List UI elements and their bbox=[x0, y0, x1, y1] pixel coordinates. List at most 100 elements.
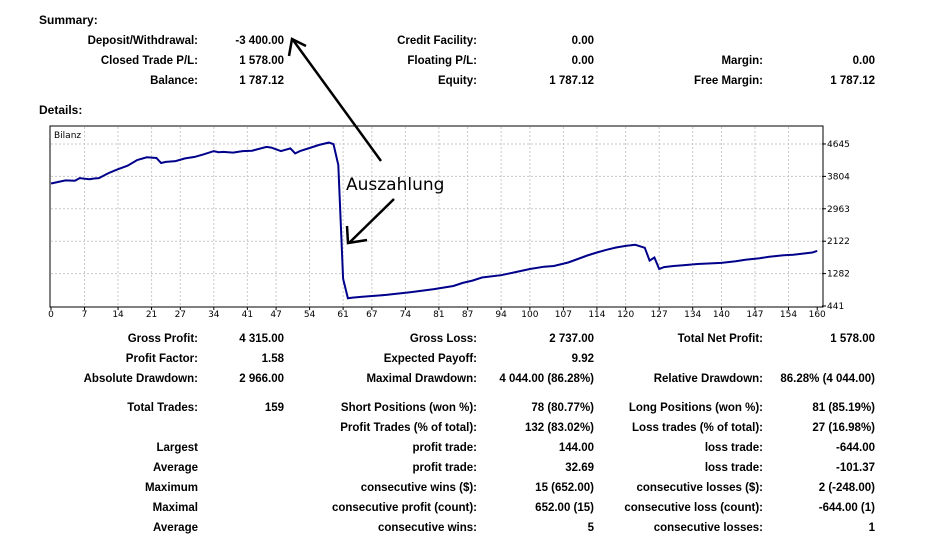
x-tick-label: 27 bbox=[175, 310, 186, 320]
y-tick-label: 2963 bbox=[827, 205, 850, 215]
x-tick-label: 134 bbox=[684, 310, 701, 320]
x-tick-label: 47 bbox=[270, 310, 281, 320]
x-tick-label: 140 bbox=[713, 310, 730, 320]
total-trades-value: 159 bbox=[264, 402, 284, 414]
balance-value: 1 787.12 bbox=[239, 75, 284, 87]
avg-cons-losses-label: consecutive losses: bbox=[653, 522, 763, 534]
closed-pl-value: 1 578.00 bbox=[239, 55, 284, 67]
short-positions-label: Short Positions (won %): bbox=[340, 402, 477, 414]
x-tick-label: 154 bbox=[780, 310, 797, 320]
y-tick-label: 1282 bbox=[827, 270, 850, 280]
gross-profit-label: Gross Profit: bbox=[127, 333, 198, 345]
y-tick-label: 4645 bbox=[827, 140, 850, 150]
average-loss-label: loss trade: bbox=[704, 462, 763, 474]
arrow-up-icon bbox=[287, 37, 383, 162]
profit-factor-label: Profit Factor: bbox=[125, 353, 198, 365]
average-profit-label: profit trade: bbox=[412, 462, 477, 474]
x-tick-label: 81 bbox=[433, 310, 444, 320]
profit-trades-label: Profit Trades (% of total): bbox=[340, 422, 477, 434]
gross-loss-value: 2 737.00 bbox=[549, 333, 594, 345]
max-drawdown-value: 4 044.00 (86.28%) bbox=[499, 373, 594, 385]
x-tick-label: 74 bbox=[400, 310, 412, 320]
x-tick-label: 67 bbox=[366, 310, 377, 320]
chart-frame bbox=[49, 125, 824, 308]
maximal-cons-loss-value: -644.00 (1) bbox=[818, 502, 875, 514]
x-tick-label: 54 bbox=[304, 310, 316, 320]
free-margin-value: 1 787.12 bbox=[830, 75, 875, 87]
y-tick-label: 2122 bbox=[827, 237, 850, 247]
y-tick-label: 441 bbox=[827, 302, 844, 312]
deposit-value: -3 400.00 bbox=[235, 35, 284, 47]
largest-profit-label: profit trade: bbox=[412, 442, 477, 454]
long-positions-value: 81 (85.19%) bbox=[812, 402, 875, 414]
rel-drawdown-value: 86.28% (4 044.00) bbox=[780, 373, 875, 385]
gross-loss-label: Gross Loss: bbox=[409, 333, 477, 345]
deposit-label: Deposit/Withdrawal: bbox=[87, 35, 198, 47]
balance-label: Balance: bbox=[150, 75, 198, 87]
total-net-value: 1 578.00 bbox=[830, 333, 875, 345]
x-tick-label: 147 bbox=[746, 310, 763, 320]
summary-title: Summary: bbox=[39, 13, 98, 27]
chart-title: Bilanz bbox=[54, 131, 81, 141]
equity-label: Equity: bbox=[438, 75, 477, 87]
y-tick-label: 3804 bbox=[827, 172, 850, 182]
chart-grid bbox=[51, 127, 822, 306]
free-margin-label: Free Margin: bbox=[693, 75, 763, 87]
x-tick-label: 0 bbox=[48, 310, 54, 320]
expected-payoff-label: Expected Payoff: bbox=[383, 353, 477, 365]
x-tick-label: 41 bbox=[242, 310, 253, 320]
profit-factor-value: 1.58 bbox=[261, 353, 284, 365]
total-trades-label: Total Trades: bbox=[127, 402, 198, 414]
max-drawdown-label: Maximal Drawdown: bbox=[366, 373, 477, 385]
maximum-label: Maximum bbox=[144, 482, 198, 494]
closed-pl-label: Closed Trade P/L: bbox=[100, 55, 198, 67]
max-cons-losses-label: consecutive losses ($): bbox=[636, 482, 763, 494]
balance-line bbox=[50, 141, 818, 300]
expected-payoff-value: 9.92 bbox=[571, 353, 594, 365]
total-net-label: Total Net Profit: bbox=[677, 333, 763, 345]
avg-cons-wins-value: 5 bbox=[587, 522, 594, 534]
margin-value: 0.00 bbox=[852, 55, 875, 67]
largest-label: Largest bbox=[156, 442, 198, 454]
average-profit-value: 32.69 bbox=[565, 462, 594, 474]
maximal-label: Maximal bbox=[152, 502, 198, 514]
average-loss-value: -101.37 bbox=[835, 462, 875, 474]
arrow-down-icon bbox=[345, 198, 395, 245]
largest-loss-value: -644.00 bbox=[835, 442, 875, 454]
x-tick-label: 160 bbox=[809, 310, 826, 320]
margin-label: Margin: bbox=[721, 55, 763, 67]
x-tick-label: 100 bbox=[521, 310, 538, 320]
abs-drawdown-label: Absolute Drawdown: bbox=[83, 373, 198, 385]
maximal-cons-profit-value: 652.00 (15) bbox=[535, 502, 594, 514]
x-tick-label: 14 bbox=[112, 310, 124, 320]
x-tick-label: 61 bbox=[337, 310, 348, 320]
x-axis: 0 7 14 21 27 34 41 47 54 61 67 74 81 87 94 100 107 114 120… bbox=[48, 307, 826, 320]
details-title: Details: bbox=[39, 103, 83, 117]
x-tick-label: 107 bbox=[555, 310, 572, 320]
annotation-label: Auszahlung bbox=[346, 175, 444, 195]
x-tick-label: 87 bbox=[462, 310, 473, 320]
floating-value: 0.00 bbox=[571, 55, 594, 67]
max-cons-wins-label: consecutive wins ($): bbox=[360, 482, 477, 494]
largest-loss-label: loss trade: bbox=[704, 442, 763, 454]
y-axis: 441 1282 2122 2963 3804 4645 bbox=[822, 140, 850, 312]
loss-trades-value: 27 (16.98%) bbox=[812, 422, 875, 434]
average2-label: Average bbox=[153, 522, 198, 534]
x-tick-label: 114 bbox=[588, 310, 605, 320]
max-cons-wins-value: 15 (652.00) bbox=[535, 482, 594, 494]
avg-cons-wins-label: consecutive wins: bbox=[377, 522, 477, 534]
largest-profit-value: 144.00 bbox=[558, 442, 594, 454]
x-tick-label: 120 bbox=[617, 310, 634, 320]
profit-trades-value: 132 (83.02%) bbox=[524, 422, 594, 434]
x-tick-label: 94 bbox=[495, 310, 507, 320]
x-tick-label: 21 bbox=[146, 310, 157, 320]
maximal-cons-profit-label: consecutive profit (count): bbox=[331, 502, 477, 514]
x-tick-label: 127 bbox=[651, 310, 668, 320]
credit-label: Credit Facility: bbox=[397, 35, 477, 47]
x-tick-label: 34 bbox=[208, 310, 220, 320]
equity-value: 1 787.12 bbox=[549, 75, 594, 87]
floating-label: Floating P/L: bbox=[407, 55, 477, 67]
rel-drawdown-label: Relative Drawdown: bbox=[653, 373, 763, 385]
maximal-cons-loss-label: consecutive loss (count): bbox=[624, 502, 763, 514]
